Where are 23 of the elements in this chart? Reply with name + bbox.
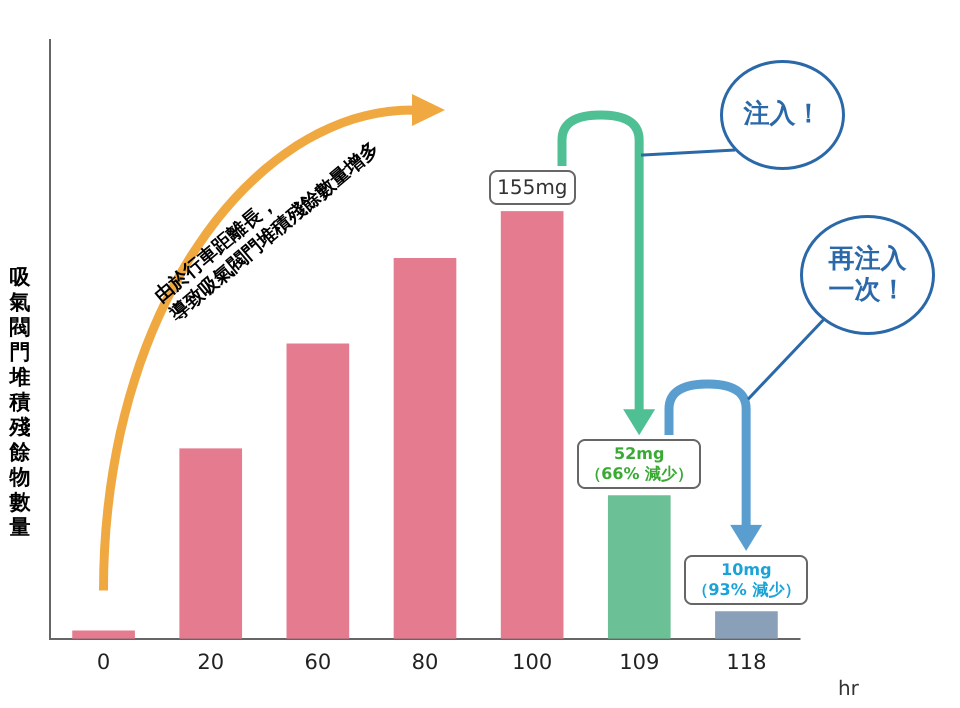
x-tick-label: 118 bbox=[726, 650, 766, 674]
data-label: 155mg bbox=[497, 175, 568, 200]
bar bbox=[608, 495, 671, 639]
bar bbox=[179, 448, 242, 639]
x-tick-label: 0 bbox=[96, 650, 110, 674]
text: 注入！ bbox=[720, 60, 845, 170]
bar bbox=[394, 258, 456, 639]
x-tick-label: 80 bbox=[412, 650, 438, 674]
x-axis-title: hr bbox=[838, 676, 859, 700]
text: 吸氣閥門堆積殘餘物數量 bbox=[10, 265, 30, 539]
bar bbox=[286, 344, 350, 639]
annotation: （66% 減少） bbox=[585, 464, 694, 484]
x-tick-label: 20 bbox=[197, 650, 224, 674]
bar bbox=[72, 630, 135, 639]
bar bbox=[715, 611, 778, 639]
text: 再注入一次！ bbox=[800, 215, 935, 335]
annotation: （93% 減少） bbox=[692, 580, 800, 600]
x-tick-label: 109 bbox=[619, 650, 660, 674]
data-label: 10mg bbox=[720, 560, 773, 580]
data-label: 52mg bbox=[613, 444, 666, 464]
x-tick-label: 100 bbox=[512, 650, 552, 674]
x-tick-label: 60 bbox=[304, 650, 332, 674]
bar bbox=[500, 211, 564, 639]
